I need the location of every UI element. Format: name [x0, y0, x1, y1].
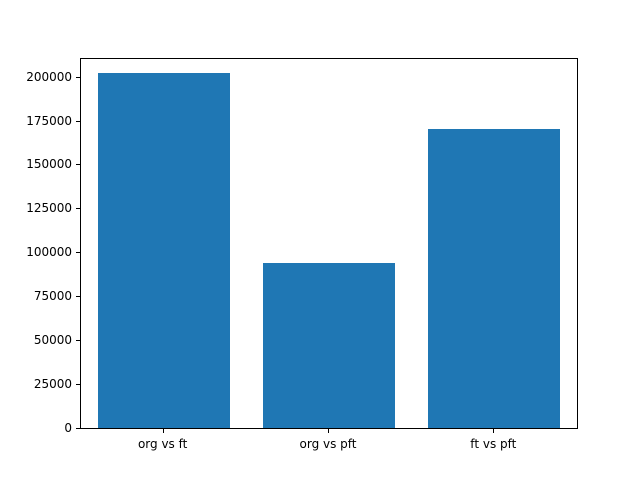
y-tick-mark	[76, 252, 80, 254]
y-tick-mark	[76, 120, 80, 122]
x-tick-mark	[328, 429, 329, 433]
y-tick-mark	[76, 76, 80, 78]
y-tick-mark	[76, 208, 80, 210]
y-tick-mark	[76, 428, 80, 429]
x-tick-mark	[162, 429, 164, 433]
y-tick-mark	[76, 296, 80, 298]
x-tick-label: org vs pft	[299, 437, 357, 451]
y-tick-mark	[76, 384, 80, 386]
y-tick-label: 150000	[26, 157, 72, 172]
y-tick-label: 125000	[26, 201, 72, 216]
bar-ft-vs-pft	[428, 129, 561, 428]
y-tick-label: 0	[64, 421, 72, 435]
bar-org-vs-ft	[97, 73, 230, 428]
y-tick-label: 75000	[33, 289, 72, 304]
y-tick-label: 200000	[26, 69, 72, 84]
y-tick-label: 50000	[33, 333, 72, 348]
y-tick-label: 25000	[33, 377, 72, 392]
y-tick-label: 100000	[26, 245, 72, 260]
x-tick-label: ft vs pft	[470, 437, 517, 451]
y-tick-label: 175000	[26, 113, 72, 128]
bar-org-vs-pft	[262, 262, 396, 428]
x-tick-label: org vs ft	[137, 437, 188, 451]
plot-area	[80, 58, 578, 429]
y-tick-mark	[76, 340, 80, 342]
x-tick-mark	[493, 429, 495, 433]
y-tick-mark	[76, 164, 80, 166]
